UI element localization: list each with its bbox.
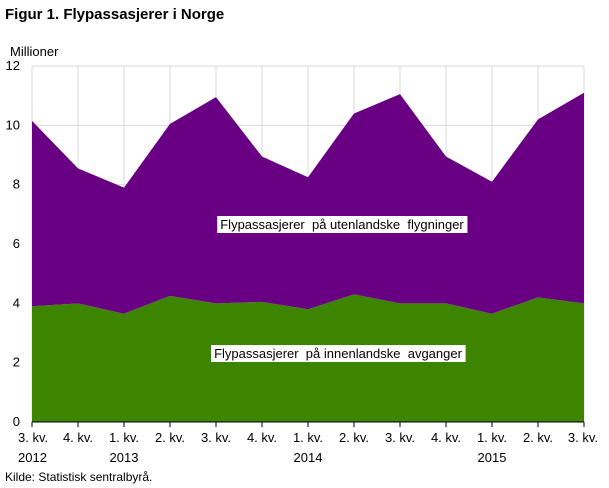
x-tick-label: 1. kv. bbox=[109, 430, 139, 445]
series-label-box bbox=[217, 216, 468, 233]
axes: 0 2 4 6 8 10 12 3. kv. 2012 4. kv. 1. kv. 2013 2. kv… bbox=[6, 58, 598, 465]
y-tick-label: 6 bbox=[13, 236, 20, 251]
y-tick-label: 0 bbox=[13, 414, 20, 429]
x-tick-label: 4. kv. bbox=[247, 430, 277, 445]
x-tick-label: 2. kv. bbox=[523, 430, 553, 445]
x-year-label: 2015 bbox=[478, 450, 507, 465]
x-tick-label: 1. kv. bbox=[477, 430, 507, 445]
x-tick-label: 2. kv. bbox=[339, 430, 369, 445]
y-tick-label: 12 bbox=[6, 58, 20, 73]
y-tick-label: 2 bbox=[13, 355, 20, 370]
x-year-label: 2012 bbox=[18, 450, 47, 465]
chart-title: Figur 1. Flypassasjerer i Norge bbox=[5, 6, 225, 23]
series-labels: Flypassasjerer på innenlandske avganger F… bbox=[211, 216, 468, 362]
x-tick-label: 1. kv. bbox=[293, 430, 323, 445]
x-tick-label: 4. kv. bbox=[63, 430, 93, 445]
y-tick-label: 10 bbox=[6, 117, 20, 132]
x-year-label: 2014 bbox=[294, 450, 323, 465]
series-label-text: Flypassasjerer på utenlandske flygninger bbox=[220, 217, 464, 232]
series-label-box bbox=[211, 345, 466, 362]
series-label-text: Flypassasjerer på innenlandske avganger bbox=[214, 346, 463, 361]
y-tick-label: 4 bbox=[13, 295, 20, 310]
series-label-1: Flypassasjerer på innenlandske avganger bbox=[211, 345, 466, 362]
y-tick-label: 8 bbox=[13, 177, 20, 192]
source-note: Kilde: Statistisk sentralbyrå. bbox=[5, 470, 153, 484]
y-axis-unit-label: Millioner bbox=[10, 44, 59, 59]
x-tick-label: 3. kv. bbox=[18, 430, 48, 445]
x-tick-label: 2. kv. bbox=[155, 430, 185, 445]
x-tick-label: 3. kv. bbox=[201, 430, 231, 445]
x-tick-label: 4. kv. bbox=[431, 430, 461, 445]
x-tick-label: 3. kv. bbox=[385, 430, 415, 445]
x-tick-label: 3. kv. bbox=[568, 430, 598, 445]
series-label-2: Flypassasjerer på utenlandske flygninger bbox=[217, 216, 468, 233]
x-year-label: 2013 bbox=[110, 450, 139, 465]
area-series-2 bbox=[32, 92, 584, 314]
